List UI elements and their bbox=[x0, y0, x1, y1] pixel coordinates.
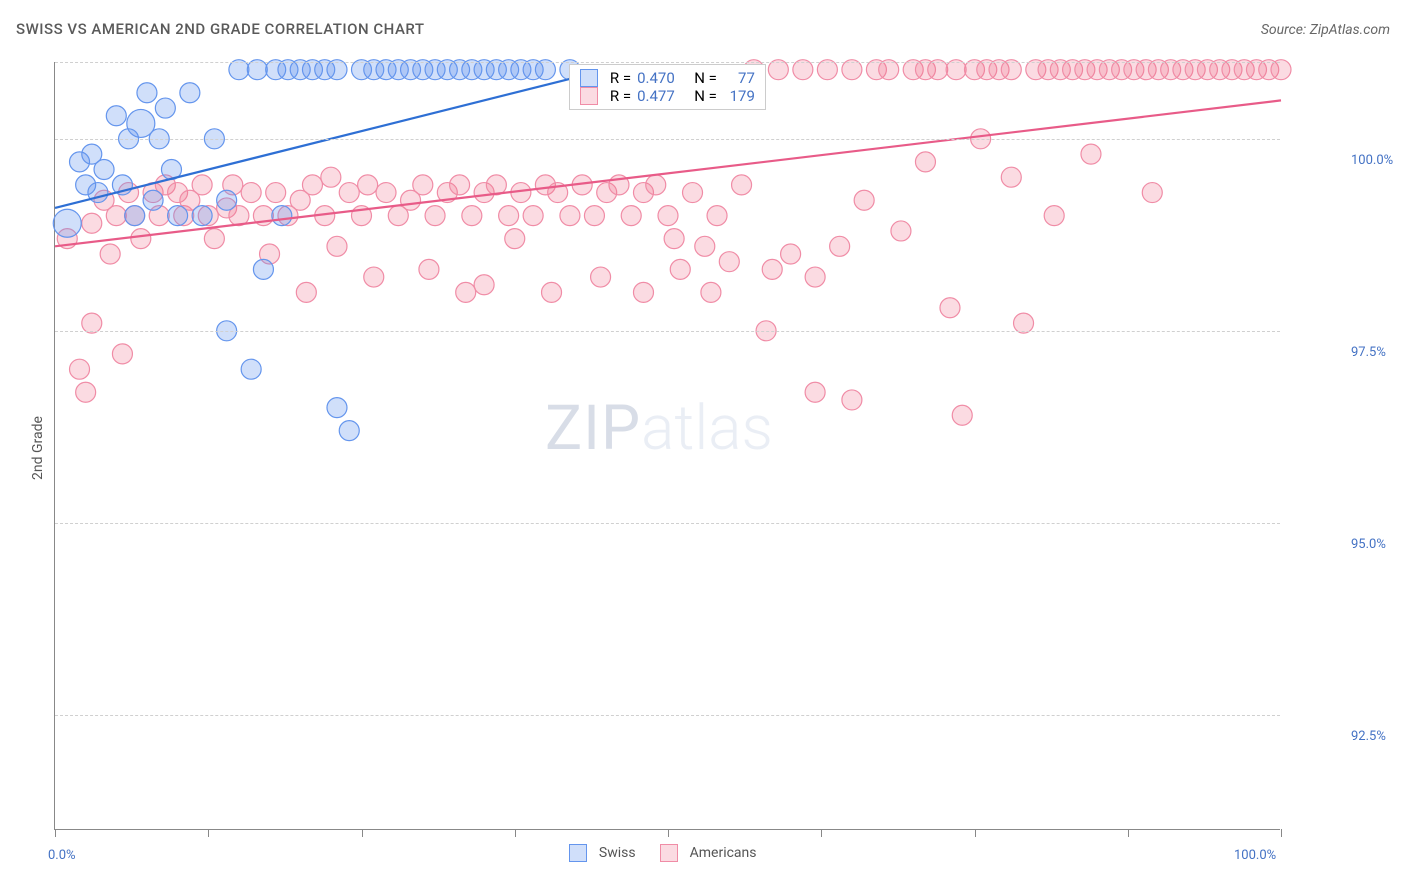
american-swatch-icon bbox=[660, 844, 678, 862]
chart-title: SWISS VS AMERICAN 2ND GRADE CORRELATION … bbox=[16, 20, 424, 38]
y-axis-label: 2nd Grade bbox=[30, 416, 46, 480]
xtick-label: 0.0% bbox=[48, 848, 76, 863]
n-label: N = bbox=[694, 69, 717, 87]
ytick-label: 95.0% bbox=[1351, 537, 1386, 552]
r-value-american: 0.477 bbox=[637, 87, 675, 105]
xtick bbox=[1128, 829, 1129, 837]
xtick bbox=[55, 829, 56, 837]
r-value-swiss: 0.470 bbox=[637, 69, 675, 87]
n-value-american: 179 bbox=[723, 87, 755, 105]
correlation-legend: R = 0.470 N = 77 R = 0.477 N = 179 bbox=[569, 64, 766, 110]
xtick bbox=[821, 829, 822, 837]
legend-label-american: Americans bbox=[690, 845, 757, 861]
xtick bbox=[362, 829, 363, 837]
swiss-swatch-icon bbox=[569, 844, 587, 862]
legend-row-american: R = 0.477 N = 179 bbox=[580, 87, 755, 105]
gridline bbox=[55, 715, 1280, 716]
xtick bbox=[515, 829, 516, 837]
xtick bbox=[1281, 829, 1282, 837]
xtick bbox=[208, 829, 209, 837]
n-value-swiss: 77 bbox=[723, 69, 755, 87]
xtick bbox=[975, 829, 976, 837]
swiss-swatch-icon bbox=[580, 69, 598, 87]
legend-item-swiss: Swiss bbox=[569, 844, 636, 862]
gridline bbox=[55, 139, 1280, 140]
ytick-label: 100.0% bbox=[1351, 153, 1393, 168]
ytick-label: 97.5% bbox=[1351, 345, 1386, 360]
plot-area: ZIPatlas 100.0%97.5%95.0%92.5% bbox=[54, 62, 1280, 830]
xtick-label: 100.0% bbox=[1234, 848, 1276, 863]
legend-item-american: Americans bbox=[660, 844, 757, 862]
american-swatch-icon bbox=[580, 87, 598, 105]
series-legend: Swiss Americans bbox=[569, 844, 757, 862]
r-label: R = bbox=[610, 69, 631, 87]
gridline bbox=[55, 331, 1280, 332]
xtick bbox=[668, 829, 669, 837]
gridline bbox=[55, 523, 1280, 524]
r-label: R = bbox=[610, 87, 631, 105]
source-label: Source: ZipAtlas.com bbox=[1261, 22, 1390, 38]
n-label: N = bbox=[694, 87, 717, 105]
gridline bbox=[55, 62, 1280, 63]
legend-row-swiss: R = 0.470 N = 77 bbox=[580, 69, 755, 87]
ytick-label: 92.5% bbox=[1351, 729, 1386, 744]
legend-label-swiss: Swiss bbox=[599, 845, 636, 861]
